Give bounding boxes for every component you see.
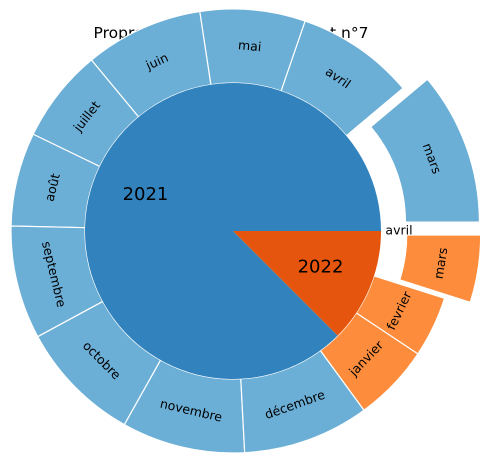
outer-label-2021-mai: mai bbox=[237, 37, 262, 54]
outer-slice-2022-mars bbox=[398, 234, 482, 304]
inner-slice-2021 bbox=[85, 83, 382, 380]
inner-slice-2022 bbox=[233, 231, 381, 336]
inner-label-2022: 2022 bbox=[298, 256, 344, 277]
inner-ring bbox=[85, 83, 382, 380]
outer-slice-2021-mars bbox=[369, 78, 481, 223]
inner-label-2021: 2021 bbox=[123, 184, 169, 205]
outer-label-2022-mars: mars bbox=[431, 247, 451, 280]
outer-label-2021-aout: août bbox=[42, 172, 63, 203]
outer-label-2022-avril: avril bbox=[385, 223, 412, 238]
